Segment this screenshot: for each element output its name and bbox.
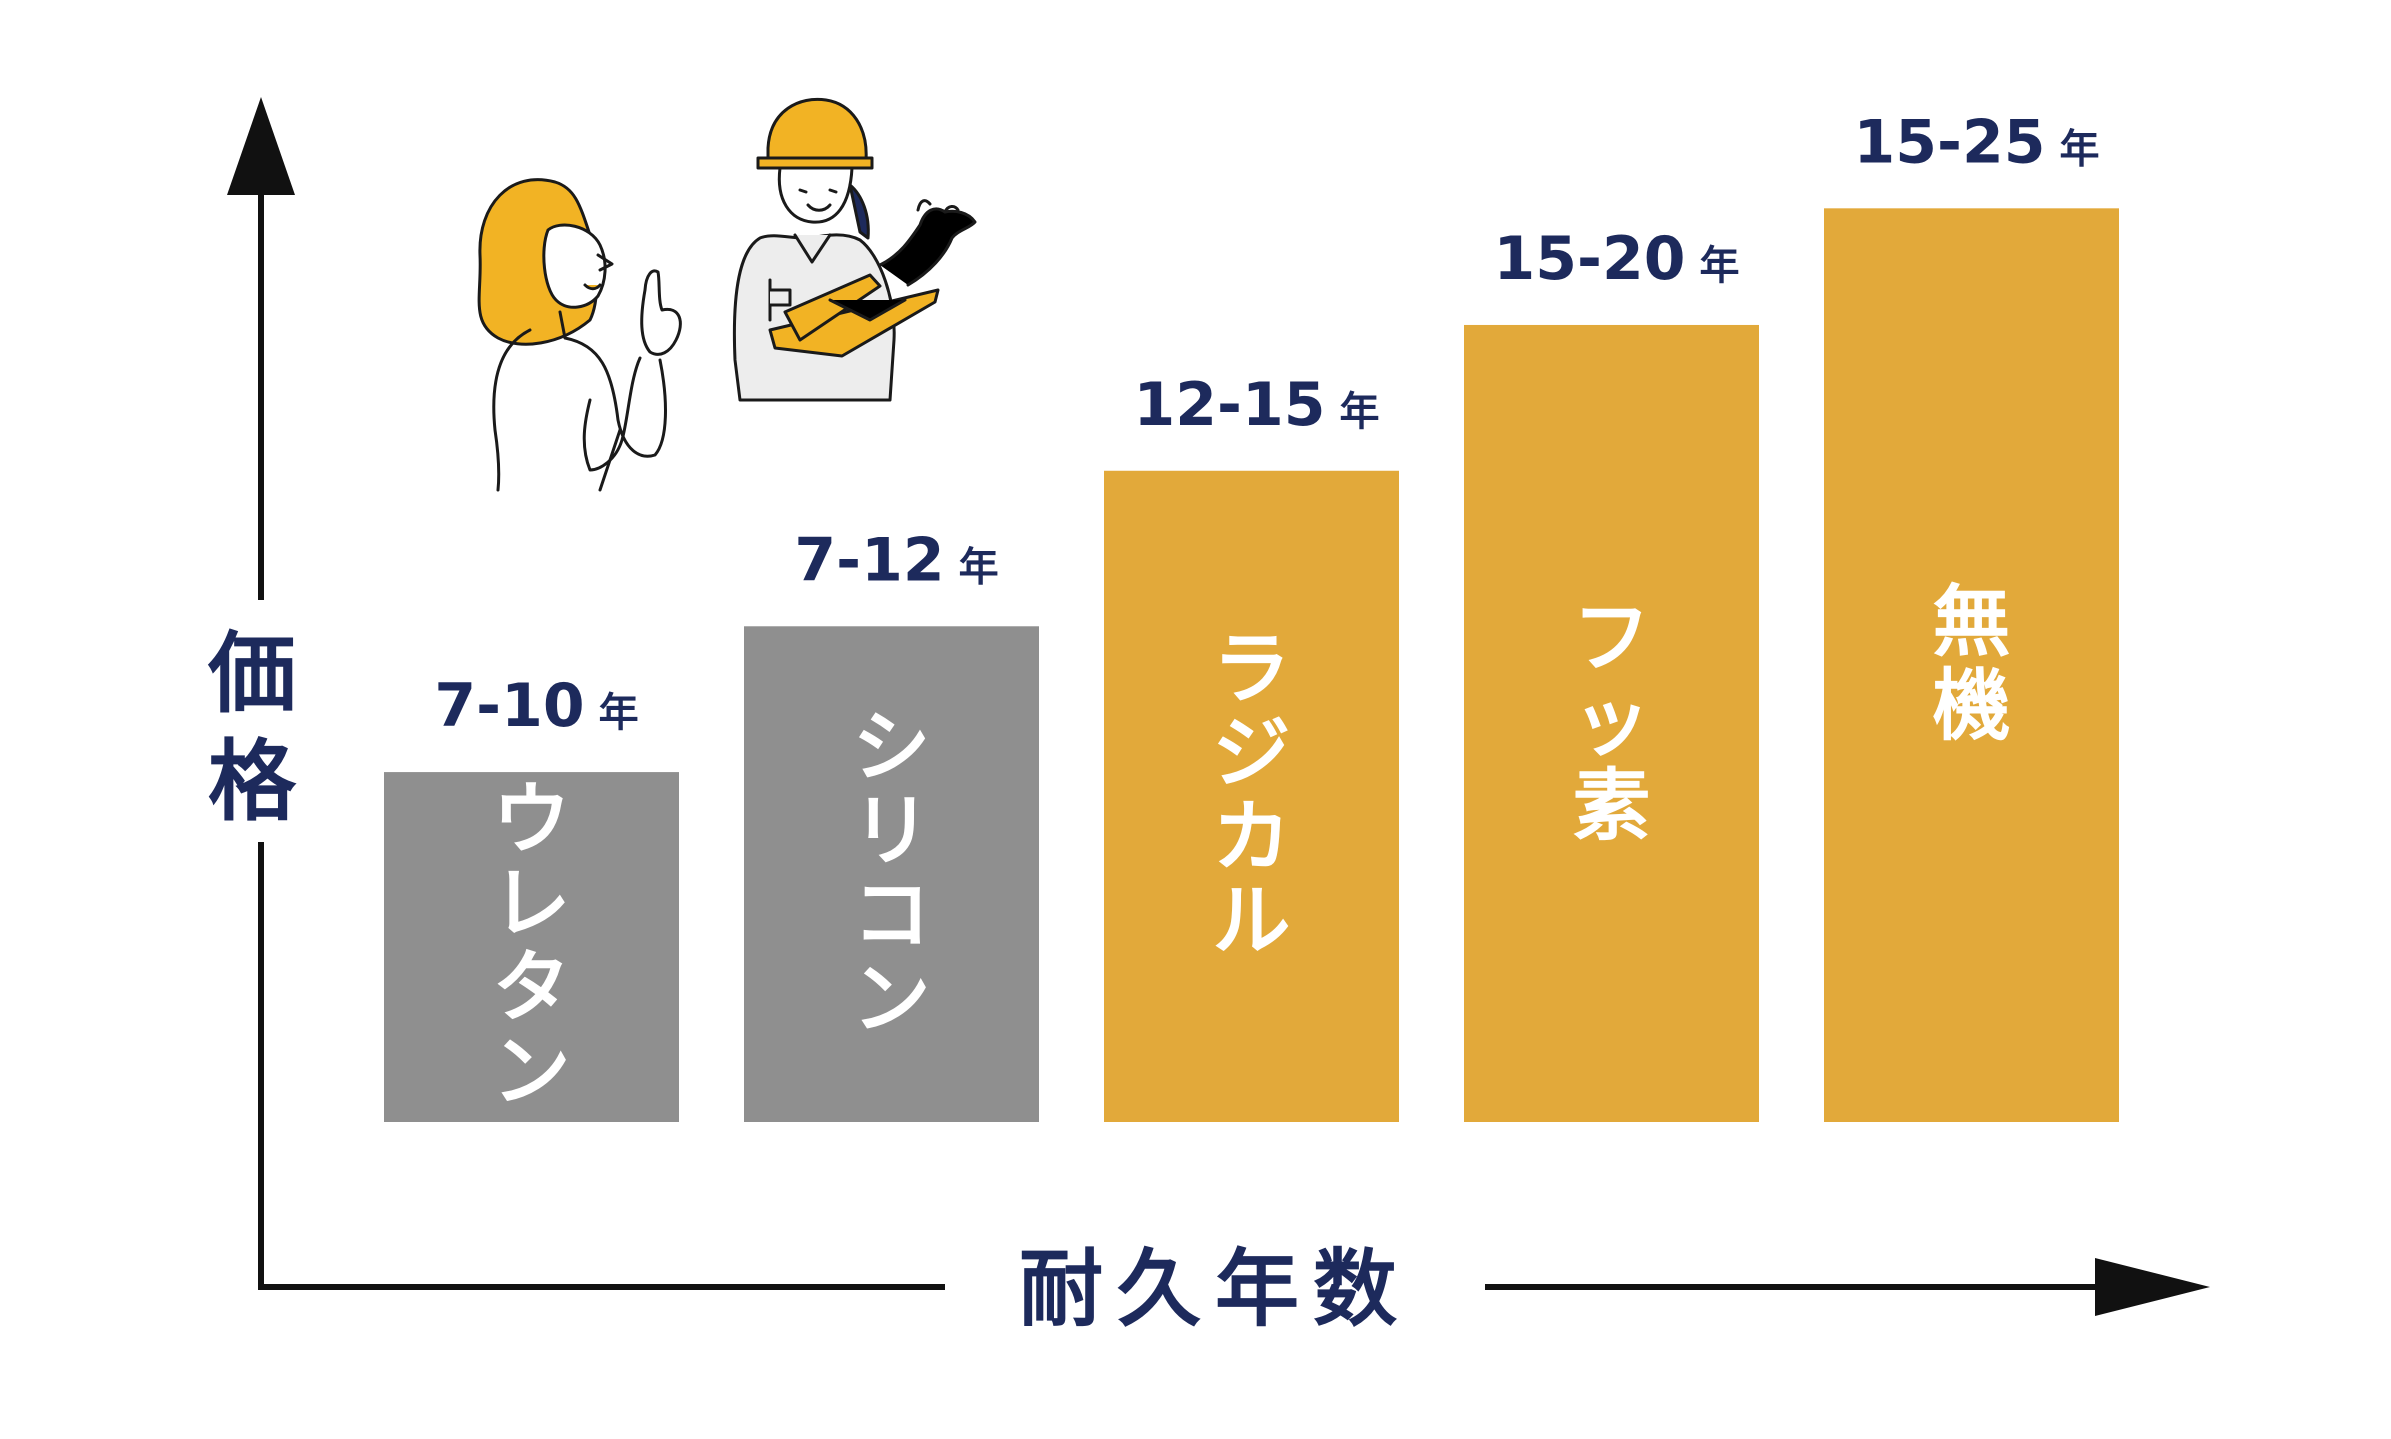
y-axis-label-char-1: 価 [207,622,296,725]
woman-talking-icon [477,178,682,492]
bar-value-label: 7-12 年 [794,525,998,595]
bar-category-label: フッ素 [1572,594,1650,852]
bar-category-label: シリコン [852,702,930,1044]
bar-4 [1464,324,1759,1123]
bar-category-label: 無機 [1932,577,2010,751]
bar-1 [384,772,679,1122]
x-axis-arrow-icon [2095,1258,2210,1316]
bar-value-label: 7-10 年 [434,671,638,741]
bar-category-label: ラジカル [1212,625,1290,967]
bar-category-label: ウレタン [492,775,570,1117]
bar-5 [1824,208,2119,1122]
bar-value-label: 15-25 年 [1854,107,2100,177]
x-axis-label: 耐久年数 [1019,1240,1411,1338]
bar-value-label: 15-20 年 [1494,224,1740,294]
axes: 価 格 耐久年数 [207,97,2210,1338]
y-axis-arrow-icon [227,97,295,195]
bar-3 [1104,470,1399,1122]
construction-worker-icon [732,97,977,402]
y-axis-label-char-2: 格 [208,730,297,833]
bar-value-label: 12-15 年 [1134,370,1380,440]
bar-2 [744,626,1039,1122]
